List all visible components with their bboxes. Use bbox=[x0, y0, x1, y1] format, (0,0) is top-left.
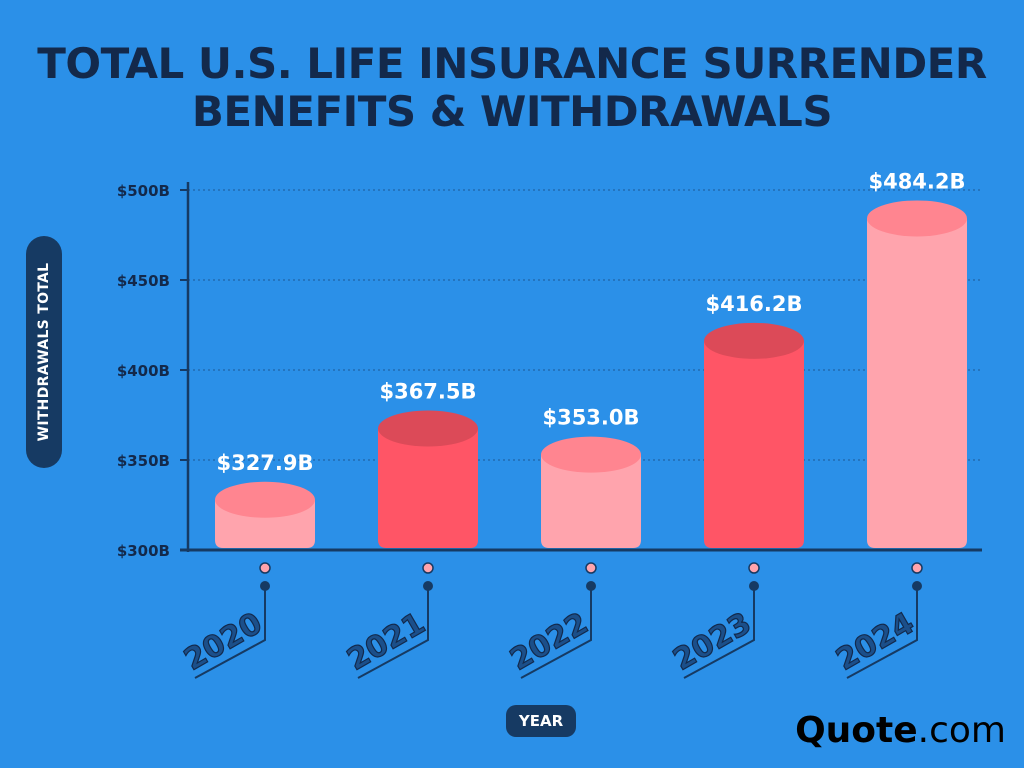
bar-2023 bbox=[704, 340, 804, 548]
y-tick-label: $300B bbox=[117, 542, 170, 560]
marker-dot bbox=[422, 562, 434, 574]
x-tick-label-2022: 2022 bbox=[504, 606, 594, 678]
marker-dot bbox=[259, 562, 271, 574]
marker-dot bbox=[911, 562, 923, 574]
y-axis-label-text: WITHDRAWALS TOTAL bbox=[36, 262, 52, 442]
y-tick-label: $500B bbox=[117, 182, 170, 200]
year-connector bbox=[357, 586, 429, 679]
bar-top-2023 bbox=[704, 322, 804, 359]
bar-2024 bbox=[867, 218, 967, 548]
value-label-2021: $367.5B bbox=[379, 380, 476, 404]
year-connector bbox=[683, 586, 755, 679]
marker-dot bbox=[748, 562, 760, 574]
bar-2022 bbox=[541, 454, 641, 548]
bar-2021 bbox=[378, 428, 478, 548]
y-tick-label: $350B bbox=[117, 452, 170, 470]
value-label-2022: $353.0B bbox=[542, 406, 639, 430]
chart-title-line1: TOTAL U.S. LIFE INSURANCE SURRENDER bbox=[37, 39, 987, 88]
value-label-2020: $327.9B bbox=[216, 451, 313, 475]
marker-dot bbox=[585, 562, 597, 574]
y-tick-label: $400B bbox=[117, 362, 170, 380]
y-tick-label: $450B bbox=[117, 272, 170, 290]
y-axis-label: WITHDRAWALS TOTAL bbox=[26, 236, 62, 468]
value-label-2023: $416.2B bbox=[705, 292, 802, 316]
x-tick-label-2021: 2021 bbox=[341, 606, 431, 678]
year-connector bbox=[846, 586, 918, 679]
x-tick-label-2024: 2024 bbox=[830, 606, 920, 678]
x-axis-label: YEAR bbox=[506, 705, 576, 737]
quote-logo[interactable]: Quote.com bbox=[795, 710, 1006, 751]
bar-top-2021 bbox=[378, 410, 478, 447]
chart-title: TOTAL U.S. LIFE INSURANCE SURRENDER BENE… bbox=[0, 40, 1024, 136]
bar-top-2020 bbox=[215, 481, 315, 518]
x-tick-label-2020: 2020 bbox=[178, 606, 268, 678]
bar-top-2022 bbox=[541, 436, 641, 473]
year-connector bbox=[194, 586, 266, 679]
year-connector bbox=[520, 586, 592, 679]
bar-top-2024 bbox=[867, 200, 967, 237]
x-tick-label-2023: 2023 bbox=[667, 606, 757, 678]
logo-name: Quote bbox=[795, 710, 918, 751]
value-label-2024: $484.2B bbox=[868, 169, 965, 193]
chart-title-line2: BENEFITS & WITHDRAWALS bbox=[191, 87, 833, 136]
logo-suffix: .com bbox=[917, 710, 1006, 751]
